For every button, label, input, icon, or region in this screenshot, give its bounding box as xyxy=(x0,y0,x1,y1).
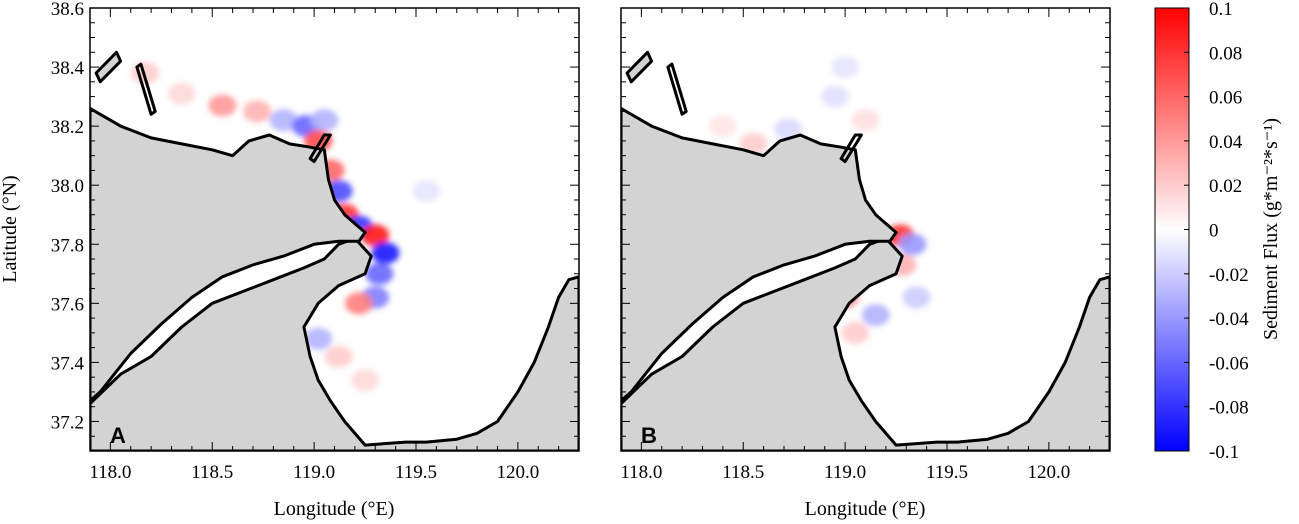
coastline xyxy=(94,50,123,84)
colorbar-tick-label: 0.06 xyxy=(1209,88,1242,109)
flux-patch xyxy=(365,262,394,285)
flux-patch xyxy=(344,292,373,315)
colorbar-tick-label: 0.04 xyxy=(1209,132,1243,153)
colorbar-tick-label: 0 xyxy=(1209,221,1219,242)
coastline xyxy=(90,236,579,451)
flux-patch xyxy=(167,82,196,105)
x-axis-label-a: Longitude (°E) xyxy=(274,498,395,520)
y-tick-label: 38.4 xyxy=(51,58,85,79)
flux-patch xyxy=(208,94,237,117)
flux-patch xyxy=(831,56,860,79)
flux-patch xyxy=(774,118,803,141)
y-tick-label: 38.0 xyxy=(51,176,84,197)
land-a xyxy=(90,50,579,451)
flux-patch xyxy=(851,109,880,132)
y-tick-label: 37.8 xyxy=(51,235,84,256)
x-tick-label: 119.0 xyxy=(293,462,335,483)
x-tick-label: 119.5 xyxy=(926,462,968,483)
y-tick-label: 38.2 xyxy=(51,117,84,138)
colorbar-tick-label: -0.06 xyxy=(1209,353,1249,374)
colorbar-tick-label: 0.08 xyxy=(1209,43,1242,64)
flux-patch xyxy=(820,85,849,108)
x-tick-label: 120.0 xyxy=(497,462,540,483)
flux-patch xyxy=(841,321,870,344)
flux-patch xyxy=(412,180,441,203)
coastline xyxy=(90,106,367,403)
flux-patch xyxy=(243,100,272,123)
colorbar-gradient xyxy=(1154,7,1190,452)
x-tick-label: 118.0 xyxy=(89,462,131,483)
panel-label-b: B xyxy=(641,423,657,448)
flux-patch xyxy=(269,109,298,132)
colorbar-ticks: 0.1 0.08 0.06 0.04 0.02 0 -0.02 -0.04 -0.06 -0.08… xyxy=(1184,0,1249,463)
x-tick-label: 119.0 xyxy=(824,462,866,483)
x-tick-label: 118.0 xyxy=(620,462,662,483)
flux-patch xyxy=(310,109,339,132)
colorbar-tick-label: -0.08 xyxy=(1209,398,1249,419)
y-axis-a: 37.2 37.4 37.6 37.8 38.0 38.2 38.4 38.6 xyxy=(51,0,579,452)
flux-patch xyxy=(371,242,400,265)
colorbar-tick-label: -0.02 xyxy=(1209,265,1249,286)
coastline xyxy=(839,133,863,164)
panel-a: 118.0 118.5 119.0 119.5 120.0 37.237.437.637… xyxy=(0,0,580,520)
coastline xyxy=(621,106,898,403)
coastline xyxy=(621,236,1110,451)
x-axis-b: 118.0 118.5 119.0 119.5 120.0 xyxy=(620,8,1111,483)
flux-patch xyxy=(861,304,890,327)
x-tick-label: 118.5 xyxy=(191,462,233,483)
panel-label-a: A xyxy=(110,423,126,448)
x-tick-label: 120.0 xyxy=(1028,462,1071,483)
y-tick-label: 37.2 xyxy=(51,412,84,433)
coastline xyxy=(135,62,157,116)
flux-patch xyxy=(361,224,390,247)
y-tick-label: 38.6 xyxy=(51,0,84,20)
x-axis-label-b: Longitude (°E) xyxy=(805,498,926,520)
panel-b: 118.0 118.5 119.0 119.5 120.0 B Longitude (°… xyxy=(620,7,1111,520)
y-tick-label: 37.4 xyxy=(51,353,85,374)
flux-patch xyxy=(708,115,737,138)
y-axis-label: Latitude (°N) xyxy=(0,175,21,282)
flux-patch xyxy=(324,345,353,368)
flux-patch xyxy=(351,369,380,392)
flux-patch xyxy=(902,286,931,309)
coastline xyxy=(666,62,688,116)
land-b xyxy=(621,50,1110,451)
colorbar-tick-label: -0.04 xyxy=(1209,309,1249,330)
y-tick-label: 37.6 xyxy=(51,294,84,315)
x-tick-label: 119.5 xyxy=(395,462,437,483)
flux-patch xyxy=(304,327,333,350)
x-tick-label: 118.5 xyxy=(722,462,764,483)
colorbar-tick-label: 0.02 xyxy=(1209,176,1242,197)
coastline xyxy=(308,133,332,164)
colorbar-tick-label: -0.1 xyxy=(1209,442,1239,463)
flux-patch xyxy=(898,233,927,256)
colorbar: 0.1 0.08 0.06 0.04 0.02 0 -0.02 -0.04 -0.06 -0.08… xyxy=(1154,0,1282,463)
coastline xyxy=(625,50,654,84)
colorbar-label: Sediment Flux (g*m⁻²*s⁻¹) xyxy=(1260,118,1282,340)
y-axis-ticks-b xyxy=(621,7,1110,452)
colorbar-tick-label: 0.1 xyxy=(1209,0,1233,20)
x-axis-a: 118.0 118.5 119.0 119.5 120.0 xyxy=(89,8,580,483)
